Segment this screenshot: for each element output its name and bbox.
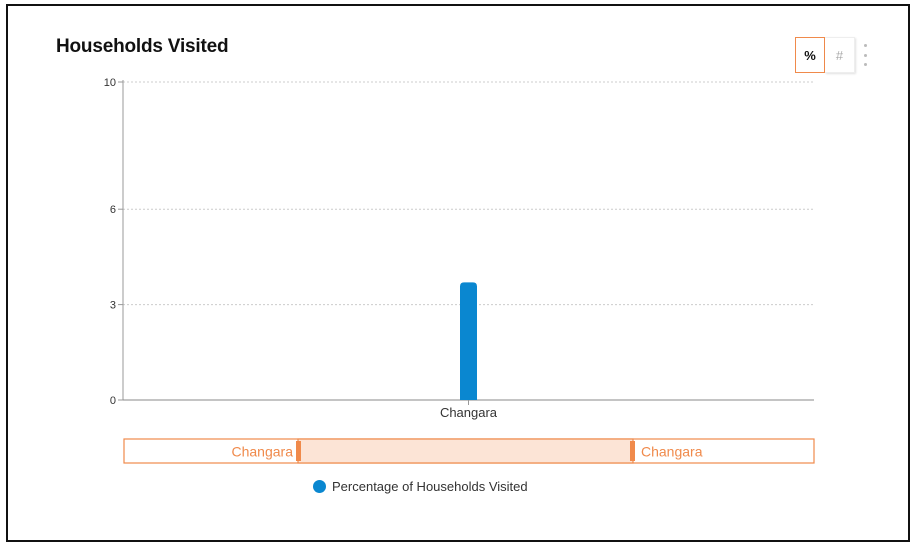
menu-dot — [863, 53, 867, 57]
y-tick-label: 0 — [110, 395, 116, 407]
navigator-right-label: Changara — [641, 444, 703, 460]
count-toggle-button[interactable]: # — [825, 37, 855, 73]
navigator-left-label: Changara — [232, 444, 294, 460]
label-layer: 0 3 6 10 Changara — [104, 77, 498, 420]
grid-layer — [123, 81, 814, 306]
chart-title: Households Visited — [56, 36, 229, 57]
legend-marker — [313, 480, 326, 493]
bar-changara[interactable] — [460, 282, 477, 400]
y-tick-label: 3 — [110, 300, 116, 312]
menu-dot — [863, 44, 867, 47]
menu-dot — [863, 63, 867, 66]
more-vertical-icon[interactable] — [858, 44, 872, 66]
y-tick-label: 6 — [110, 204, 116, 216]
range-navigator[interactable]: Changara Changara — [123, 438, 815, 464]
legend-label: Percentage of Households Visited — [332, 479, 528, 494]
bar-layer — [460, 282, 477, 400]
x-tick-label: Changara — [440, 405, 498, 420]
chart-legend[interactable]: Percentage of Households Visited — [313, 479, 528, 494]
navigator-right-handle[interactable] — [630, 441, 635, 461]
percent-toggle-button[interactable]: % — [795, 37, 825, 73]
navigator-left-handle[interactable] — [296, 441, 301, 461]
y-tick-label: 10 — [104, 77, 116, 89]
navigator-selection[interactable] — [297, 438, 634, 464]
